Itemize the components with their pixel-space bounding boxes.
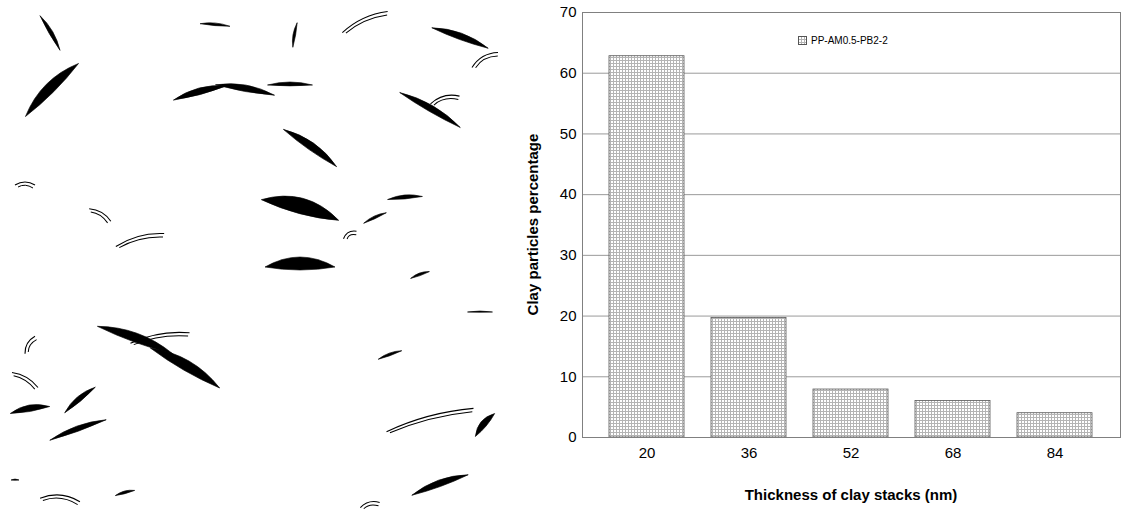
svg-text:Clay particles percentage: Clay particles percentage xyxy=(524,134,541,316)
html-text:PP-AM0.5-PB2-2: PP-AM0.5-PB2-2 xyxy=(811,35,888,47)
svg-text:52: 52 xyxy=(843,444,860,461)
svg-text:50: 50 xyxy=(560,125,577,142)
svg-text:0: 0 xyxy=(568,428,576,445)
svg-text:60: 60 xyxy=(560,64,577,81)
svg-text:68: 68 xyxy=(945,444,962,461)
svg-text:30: 30 xyxy=(560,246,577,263)
svg-text:70: 70 xyxy=(560,3,577,20)
svg-text:Thickness of clay stacks (nm): Thickness of clay stacks (nm) xyxy=(745,486,958,503)
svg-text:40: 40 xyxy=(560,185,577,202)
svg-text:36: 36 xyxy=(741,444,758,461)
svg-text:10: 10 xyxy=(560,368,577,385)
svg-text:20: 20 xyxy=(639,444,656,461)
svg-text:20: 20 xyxy=(560,307,577,324)
svg-text:84: 84 xyxy=(1047,444,1064,461)
